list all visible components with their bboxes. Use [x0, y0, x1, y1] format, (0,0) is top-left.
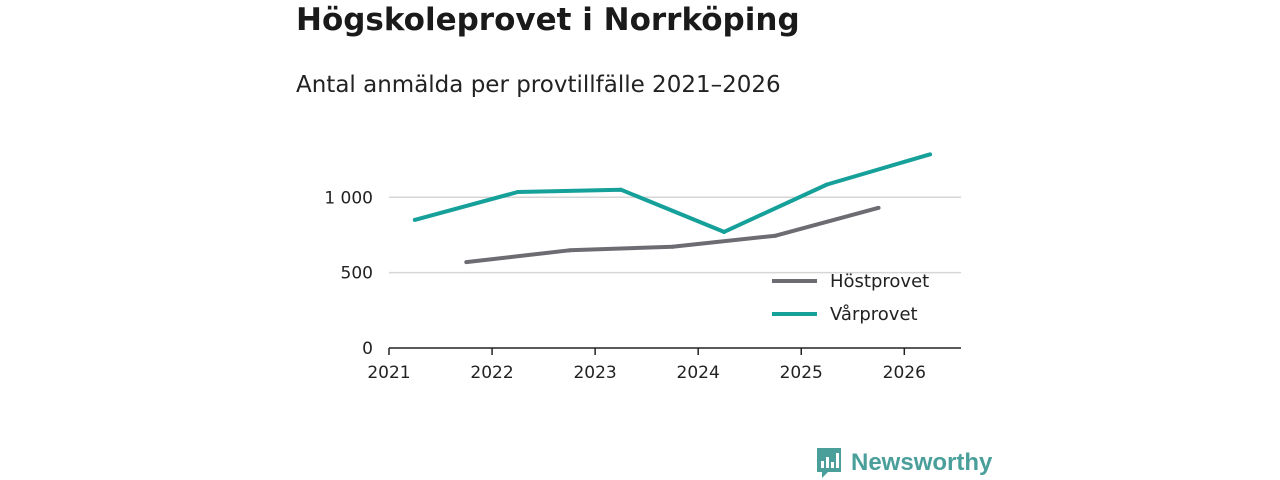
data-point [567, 248, 572, 253]
brand-name: Newsworthy [851, 449, 993, 476]
series-line-varprovet [414, 152, 931, 234]
bar-chart-speech-bubble-icon [817, 448, 841, 478]
x-tick-label: 2021 [367, 363, 410, 383]
x-tick-label: 2026 [883, 363, 926, 383]
legend-label: Höstprovet [830, 271, 929, 292]
legend-label: Vårprovet [830, 304, 918, 325]
data-point [928, 152, 933, 157]
gridlines [389, 196, 961, 274]
chart-subtitle: Antal anmälda per provtillfälle 2021–202… [296, 72, 781, 98]
y-tick-label: 1 000 [324, 188, 373, 208]
data-point [773, 233, 778, 238]
data-point [618, 187, 623, 192]
chart-title: Högskoleprovet i Norrköping [296, 2, 800, 38]
x-tick-label: 2025 [780, 363, 823, 383]
x-tick-label: 2023 [573, 363, 616, 383]
data-point [876, 205, 881, 210]
newsworthy-brand: Newsworthy [815, 446, 992, 480]
data-point [412, 217, 417, 222]
x-tick-label: 2022 [470, 363, 513, 383]
y-tick-label: 500 [341, 264, 373, 284]
series-line-hostprovet [466, 205, 880, 265]
data-point [825, 182, 830, 187]
data-point [721, 229, 726, 234]
axes: 0 500 1 000 2021 2022 2023 2024 2025 2026 [324, 188, 961, 383]
series-lines [412, 152, 933, 265]
y-tick-label: 0 [362, 339, 373, 359]
data-point [670, 244, 675, 249]
x-tick-label: 2024 [677, 363, 720, 383]
line-chart: 0 500 1 000 2021 2022 2023 2024 2025 2026 Höstpr… [324, 152, 961, 383]
legend: Höstprovet Vårprovet [772, 271, 929, 325]
data-point [515, 190, 520, 194]
data-point [464, 260, 469, 265]
